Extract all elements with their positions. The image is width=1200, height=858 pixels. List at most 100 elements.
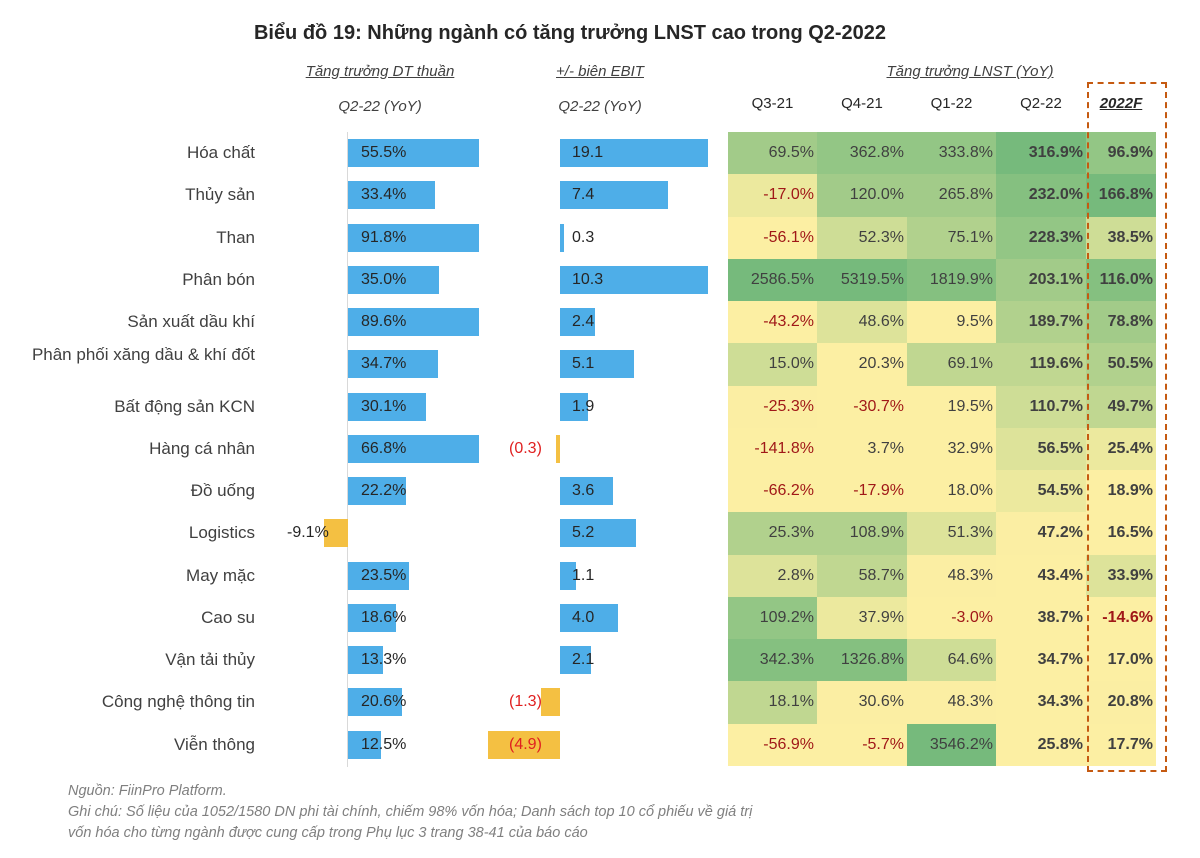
dt-bar bbox=[348, 392, 427, 421]
heatmap-cell: 5319.5% bbox=[817, 258, 907, 302]
ebit-bar bbox=[560, 223, 565, 252]
heatmap-cell: 38.5% bbox=[1086, 216, 1156, 259]
ebit-bar bbox=[560, 308, 596, 337]
heatmap-cell: 34.3% bbox=[996, 681, 1086, 724]
ebit-label: 1.1 bbox=[572, 566, 595, 584]
ebit-bar bbox=[560, 646, 591, 675]
heatmap-cell: 51.3% bbox=[907, 512, 996, 555]
heatmap-cell: 34.7% bbox=[996, 639, 1086, 682]
dt-bar bbox=[348, 350, 439, 379]
heatmap-cell: 119.6% bbox=[996, 343, 1086, 386]
dt-label: 23.5% bbox=[361, 566, 407, 584]
heatmap-cell: 48.3% bbox=[907, 681, 996, 724]
heatmap-cell: 109.2% bbox=[728, 596, 817, 640]
heatmap-cell: 20.3% bbox=[817, 343, 907, 386]
heatmap-cell: 16.5% bbox=[1086, 512, 1156, 555]
dt-label: 33.4% bbox=[361, 186, 407, 204]
heatmap-cell: 3546.2% bbox=[907, 723, 996, 766]
dt-header: Tăng trưởng DT thuần bbox=[305, 63, 455, 80]
heatmap-cell: 47.2% bbox=[996, 512, 1086, 555]
heatmap-cell: 19.5% bbox=[907, 385, 996, 428]
category-label: Hàng cá nhân bbox=[149, 438, 255, 458]
ebit-header: +/- biên EBIT bbox=[556, 63, 644, 80]
heatmap-cell: 110.7% bbox=[996, 385, 1086, 428]
category-label: May mặc bbox=[186, 565, 255, 585]
ebit-bar bbox=[560, 477, 613, 506]
heatmap-cell: 96.9% bbox=[1086, 132, 1156, 175]
heatmap-cell: -5.7% bbox=[817, 723, 907, 766]
heatmap-cell: -30.7% bbox=[817, 385, 907, 428]
heatmap-cell: 9.5% bbox=[907, 301, 996, 344]
category-label: Bất động sản KCN bbox=[114, 396, 255, 416]
category-label: Than bbox=[216, 227, 255, 247]
dt-bar bbox=[348, 561, 410, 590]
category-label: Phân bón bbox=[182, 269, 255, 289]
heatmap-cell: 18.0% bbox=[907, 470, 996, 513]
heatmap-cell: 228.3% bbox=[996, 216, 1086, 259]
heatmap-cell: 64.6% bbox=[907, 639, 996, 682]
dt-label: -9.1% bbox=[287, 524, 329, 542]
dt-bar bbox=[324, 519, 348, 548]
heatmap-cell: 56.5% bbox=[996, 427, 1086, 471]
heatmap-cell: 108.9% bbox=[817, 512, 907, 555]
forecast-highlight-box bbox=[1087, 82, 1167, 772]
source-note: Nguồn: FiinPro Platform. bbox=[68, 783, 227, 799]
heatmap-cell: -43.2% bbox=[728, 301, 817, 344]
dt-label: 22.2% bbox=[361, 482, 407, 500]
ebit-label: 3.6 bbox=[572, 482, 595, 500]
heatmap-cell: 20.8% bbox=[1086, 681, 1156, 724]
heatmap-cell: 232.0% bbox=[996, 174, 1086, 217]
ebit-bar bbox=[560, 181, 669, 210]
dt-label: 55.5% bbox=[361, 144, 407, 162]
dt-bar bbox=[348, 730, 381, 759]
dt-label: 35.0% bbox=[361, 270, 407, 288]
column-header: Q2-22 bbox=[1020, 95, 1062, 112]
heatmap-cell: 52.3% bbox=[817, 216, 907, 259]
footnote-line-2: vốn hóa cho từng ngành được cung cấp tro… bbox=[68, 825, 588, 841]
dt-bar bbox=[348, 434, 479, 463]
ebit-bar bbox=[541, 688, 560, 717]
ebit-bar bbox=[560, 519, 636, 548]
heatmap-cell: 18.1% bbox=[728, 681, 817, 724]
heatmap-cell: 33.9% bbox=[1086, 554, 1156, 597]
heatmap-cell: -14.6% bbox=[1086, 596, 1156, 640]
heatmap-cell: 17.7% bbox=[1086, 723, 1156, 766]
dt-label: 13.3% bbox=[361, 651, 407, 669]
heatmap-cell: 69.1% bbox=[907, 343, 996, 386]
dt-label: 34.7% bbox=[361, 355, 407, 373]
ebit-label: (1.3) bbox=[509, 693, 542, 711]
column-header: 2022F bbox=[1099, 95, 1143, 112]
dt-label: 30.1% bbox=[361, 397, 407, 415]
heatmap-cell: 1819.9% bbox=[907, 258, 996, 302]
heatmap-cell: 43.4% bbox=[996, 554, 1086, 597]
heatmap-cell: 2.8% bbox=[728, 554, 817, 597]
category-label: Logistics bbox=[188, 523, 255, 543]
heatmap-cell: 78.8% bbox=[1086, 301, 1156, 344]
ebit-bar bbox=[560, 265, 708, 294]
heatmap-cell: 203.1% bbox=[996, 258, 1086, 302]
heatmap-cell: -141.8% bbox=[728, 427, 817, 471]
column-header: Q1-22 bbox=[930, 95, 973, 112]
heatmap-cell: -25.3% bbox=[728, 385, 817, 428]
heatmap-cell: 18.9% bbox=[1086, 470, 1156, 513]
ebit-label: 2.4 bbox=[572, 313, 595, 331]
heatmap-cell: 69.5% bbox=[728, 132, 817, 175]
heatmap-cell: 3.7% bbox=[817, 427, 907, 471]
chart-title: Biểu đồ 19: Những ngành có tăng trưởng L… bbox=[253, 22, 887, 44]
dt-bar bbox=[348, 181, 435, 210]
heatmap-cell: -56.9% bbox=[728, 723, 817, 766]
dt-bar bbox=[348, 139, 479, 168]
dt-bar bbox=[348, 646, 383, 675]
ebit-label: 4.0 bbox=[572, 608, 595, 626]
category-label: Vận tải thủy bbox=[165, 650, 255, 670]
dt-subheader: Q2-22 (YoY) bbox=[338, 98, 422, 115]
dt-label: 12.5% bbox=[361, 735, 407, 753]
dt-bar bbox=[348, 477, 406, 506]
category-label: Hóa chất bbox=[186, 143, 255, 163]
heatmap-cell: 265.8% bbox=[907, 174, 996, 217]
heatmap-cell: -17.0% bbox=[728, 174, 817, 217]
heatmap-cell: 37.9% bbox=[817, 596, 907, 640]
ebit-bar bbox=[560, 603, 619, 632]
heatmap-cell: 32.9% bbox=[907, 427, 996, 471]
